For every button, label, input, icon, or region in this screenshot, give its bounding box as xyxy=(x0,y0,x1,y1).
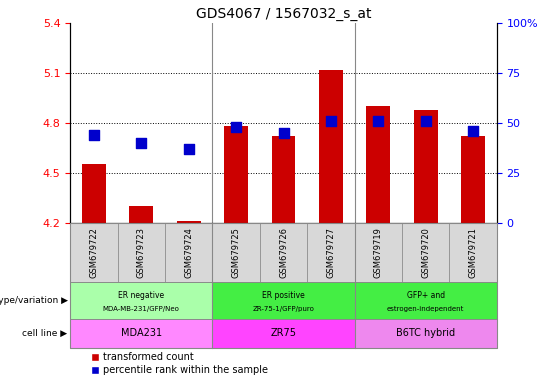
Text: GSM679723: GSM679723 xyxy=(137,227,146,278)
Title: GDS4067 / 1567032_s_at: GDS4067 / 1567032_s_at xyxy=(195,7,372,21)
Text: genotype/variation ▶: genotype/variation ▶ xyxy=(0,296,68,305)
Bar xyxy=(461,136,485,223)
Bar xyxy=(319,70,343,223)
Text: GSM679721: GSM679721 xyxy=(469,227,477,278)
Bar xyxy=(367,106,390,223)
Point xyxy=(90,132,98,138)
Text: ZR-75-1/GFP/puro: ZR-75-1/GFP/puro xyxy=(253,306,314,311)
Bar xyxy=(224,126,248,223)
Text: estrogen-independent: estrogen-independent xyxy=(387,306,464,311)
Text: GFP+ and: GFP+ and xyxy=(407,291,445,300)
Bar xyxy=(130,206,153,223)
Bar xyxy=(414,109,437,223)
Text: GSM679722: GSM679722 xyxy=(90,227,98,278)
Text: ZR75: ZR75 xyxy=(271,328,296,338)
Point xyxy=(279,130,288,136)
Text: ER negative: ER negative xyxy=(118,291,164,300)
Text: cell line ▶: cell line ▶ xyxy=(22,329,68,338)
Point xyxy=(421,118,430,124)
Text: MDA-MB-231/GFP/Neo: MDA-MB-231/GFP/Neo xyxy=(103,306,180,311)
Bar xyxy=(82,164,106,223)
Text: MDA231: MDA231 xyxy=(121,328,162,338)
Legend: transformed count, percentile rank within the sample: transformed count, percentile rank withi… xyxy=(86,348,272,379)
Text: ER positive: ER positive xyxy=(262,291,305,300)
Text: GSM679727: GSM679727 xyxy=(326,227,335,278)
Text: GSM679720: GSM679720 xyxy=(421,227,430,278)
Point xyxy=(374,118,383,124)
Text: GSM679724: GSM679724 xyxy=(184,227,193,278)
Text: B6TC hybrid: B6TC hybrid xyxy=(396,328,455,338)
Point xyxy=(469,128,477,134)
Point xyxy=(327,118,335,124)
Text: GSM679726: GSM679726 xyxy=(279,227,288,278)
Point xyxy=(184,146,193,152)
Text: GSM679725: GSM679725 xyxy=(232,227,241,278)
Text: GSM679719: GSM679719 xyxy=(374,227,383,278)
Bar xyxy=(272,136,295,223)
Point xyxy=(137,140,146,146)
Point xyxy=(232,124,240,130)
Bar xyxy=(177,221,200,223)
